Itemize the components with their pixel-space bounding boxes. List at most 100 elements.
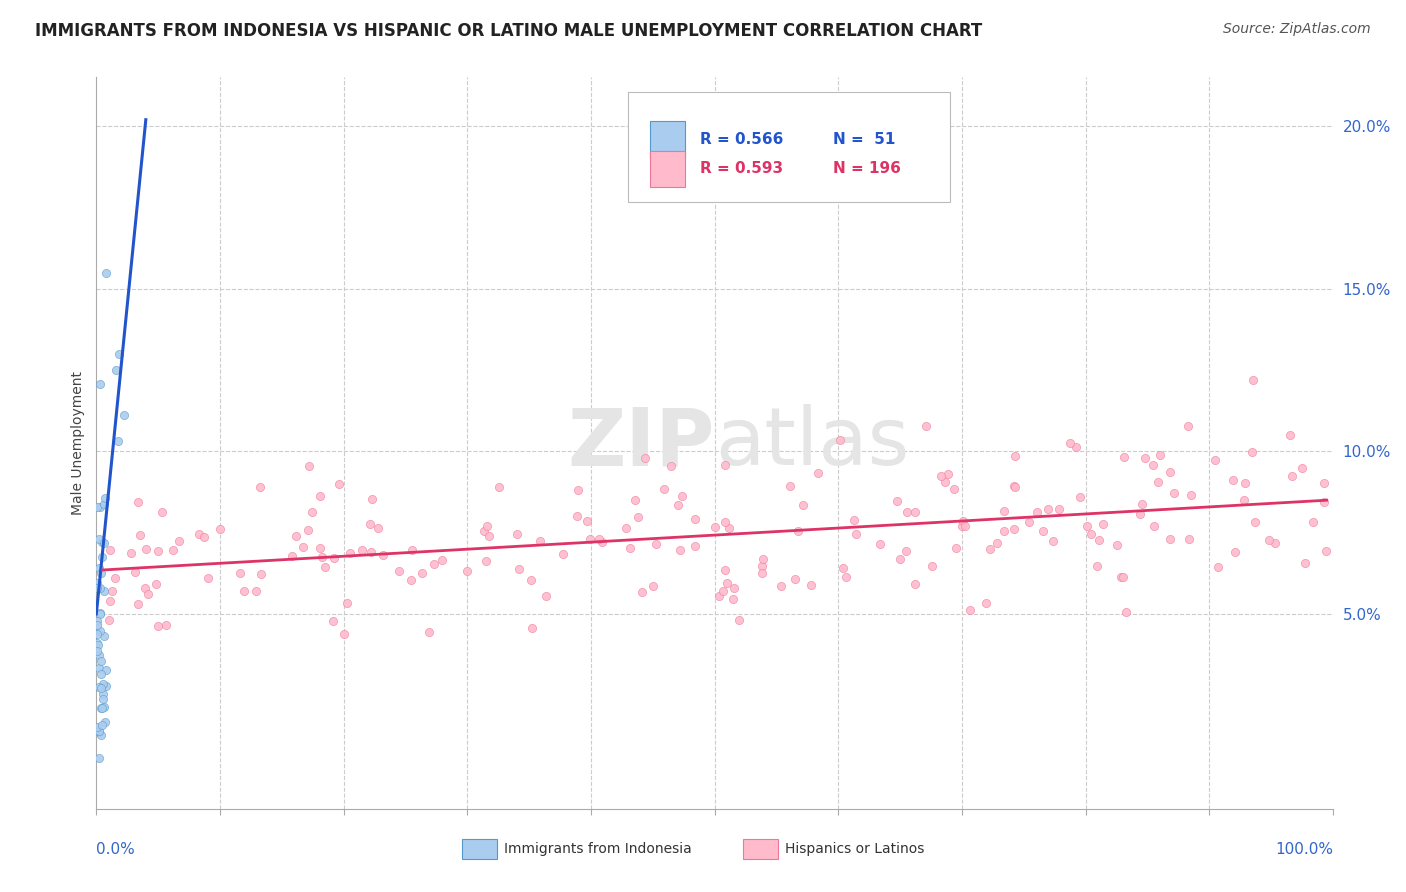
Point — [91, 535, 114, 549]
Y-axis label: Male Unemployment: Male Unemployment — [72, 371, 86, 516]
Point — [100, 584, 122, 599]
Point — [886, 494, 908, 508]
Point — [1240, 445, 1263, 459]
Point — [87, 750, 110, 764]
Point — [644, 537, 666, 551]
Point — [787, 524, 810, 539]
Point — [90, 728, 112, 742]
Point — [86, 636, 108, 650]
Point — [87, 638, 110, 652]
Point — [86, 576, 108, 591]
Point — [89, 724, 111, 739]
Point — [162, 542, 184, 557]
Point — [145, 577, 167, 591]
Text: N =  51: N = 51 — [834, 132, 896, 147]
Point — [1069, 490, 1091, 504]
Point — [993, 504, 1015, 518]
Point — [707, 589, 730, 603]
Point — [135, 542, 157, 557]
Point — [830, 433, 852, 447]
Point — [1278, 428, 1301, 442]
Point — [579, 532, 602, 546]
Point — [508, 562, 530, 576]
Point — [904, 576, 927, 591]
Text: R = 0.566: R = 0.566 — [700, 132, 783, 147]
Text: 100.0%: 100.0% — [1275, 842, 1333, 856]
Point — [783, 572, 806, 586]
Point — [728, 614, 751, 628]
Point — [488, 480, 510, 494]
Point — [475, 518, 498, 533]
Point — [721, 592, 744, 607]
Point — [588, 532, 610, 546]
FancyBboxPatch shape — [628, 92, 949, 202]
Point — [807, 466, 830, 480]
Point — [979, 541, 1001, 556]
Point — [953, 518, 976, 533]
Point — [1004, 522, 1026, 536]
Point — [98, 613, 121, 627]
Point — [1302, 515, 1324, 529]
Point — [889, 552, 911, 566]
Point — [669, 543, 692, 558]
Point — [591, 535, 613, 549]
Point — [94, 491, 117, 506]
Point — [87, 661, 110, 675]
Point — [90, 667, 112, 681]
Point — [1313, 475, 1336, 490]
Point — [87, 532, 110, 546]
Text: Hispanics or Latinos: Hispanics or Latinos — [785, 842, 924, 856]
Point — [367, 521, 389, 535]
Point — [894, 543, 917, 558]
Point — [945, 541, 967, 556]
Point — [934, 475, 956, 489]
Point — [359, 517, 381, 532]
Point — [704, 519, 727, 533]
Point — [619, 541, 641, 556]
Point — [86, 500, 108, 514]
Point — [93, 583, 115, 598]
Bar — [651, 121, 685, 158]
Point — [845, 527, 868, 541]
Point — [1244, 515, 1267, 529]
Bar — [651, 151, 685, 187]
Point — [90, 681, 112, 696]
Point — [769, 579, 792, 593]
Point — [1281, 468, 1303, 483]
Point — [301, 505, 323, 519]
Point — [915, 419, 938, 434]
Point — [506, 527, 529, 541]
Point — [245, 584, 267, 599]
Point — [399, 573, 422, 587]
Point — [869, 537, 891, 551]
Point — [1294, 556, 1316, 570]
Point — [169, 533, 191, 548]
Point — [652, 482, 675, 496]
Point — [249, 480, 271, 494]
Point — [309, 541, 332, 556]
Point — [835, 569, 858, 583]
Point — [1234, 475, 1257, 490]
Point — [152, 505, 174, 519]
Point — [336, 596, 359, 610]
Point — [713, 563, 735, 577]
Point — [193, 530, 215, 544]
Point — [314, 560, 336, 574]
Point — [233, 583, 256, 598]
Point — [188, 527, 211, 541]
Point — [89, 607, 111, 622]
Point — [1004, 480, 1026, 494]
Point — [929, 468, 952, 483]
Point — [1115, 605, 1137, 619]
Point — [136, 587, 159, 601]
Point — [96, 266, 118, 280]
Point — [1109, 569, 1132, 583]
Point — [107, 347, 129, 361]
Point — [751, 566, 773, 580]
Point — [371, 548, 394, 562]
Point — [456, 564, 478, 578]
Point — [96, 680, 118, 694]
Point — [1105, 538, 1128, 552]
Point — [91, 717, 114, 731]
Point — [90, 701, 112, 715]
